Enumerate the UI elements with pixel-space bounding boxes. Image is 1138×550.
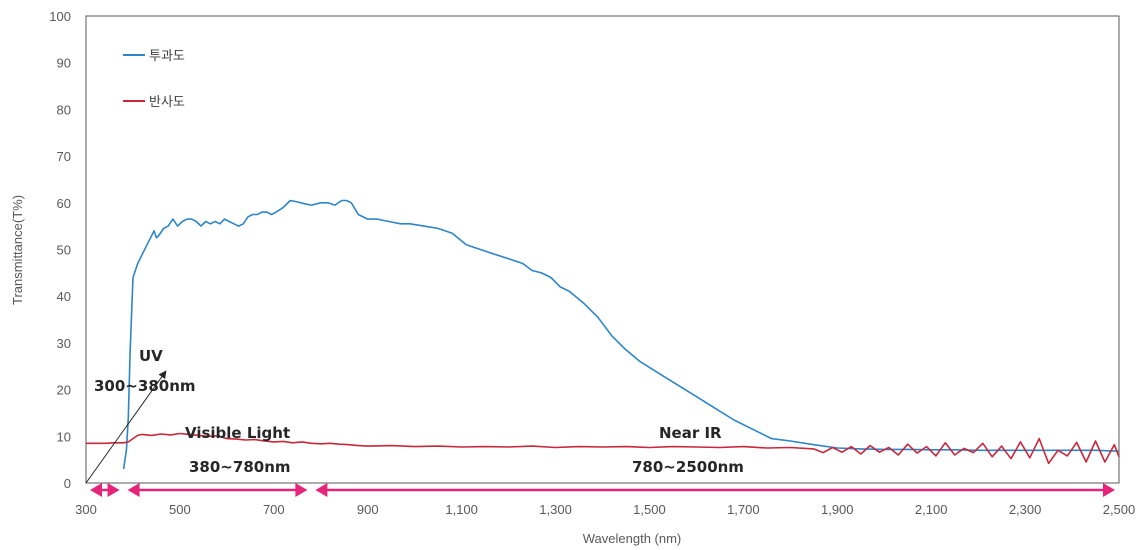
uv-annotation: UV 300~380nm [85,347,196,484]
x-tick-label: 1,100 [445,502,478,517]
y-tick-label: 70 [57,149,71,164]
legend-label-reflectance: 반사도 [149,95,185,110]
x-tick-label: 700 [263,502,285,517]
x-tick-label: 500 [169,502,191,517]
y-axis-title: Transmittance(T%) [10,195,25,305]
series-lines [86,199,1120,470]
visible-light-label: Visible Light [185,424,290,442]
x-tick-label: 1,700 [727,502,760,517]
y-tick-label: 100 [49,9,71,24]
y-tick-label: 20 [57,383,71,398]
legend: 투과도 반사도 [123,49,185,110]
x-axis-title: Wavelength (nm) [583,531,682,546]
y-tick-label: 90 [57,56,71,71]
y-tick-label: 50 [57,243,71,258]
x-tick-label: 1,300 [539,502,572,517]
y-tick-label: 60 [57,196,71,211]
series-line-reflectance [86,432,1120,465]
near-ir-annotation: Near IR 780~2500nm [632,424,744,476]
x-axis-ticks: 300 500 700 900 1,100 1,300 1,500 1,700 1,900 2,1… [75,502,1135,517]
x-tick-label: 2,500 [1103,502,1136,517]
uv-range-arrow [90,483,120,497]
x-tick-label: 1,900 [821,502,854,517]
near-ir-range-label: 780~2500nm [632,458,744,476]
legend-label-transmittance: 투과도 [149,49,185,64]
range-arrows [90,483,1115,497]
x-tick-label: 2,300 [1009,502,1042,517]
visible-light-range-arrow [127,483,308,497]
visible-light-range-label: 380~780nm [189,458,291,476]
near-ir-range-arrow [315,483,1115,497]
uv-label: UV [139,347,163,365]
y-tick-label: 10 [57,429,71,444]
y-tick-label: 40 [57,289,71,304]
plot-area [85,15,1120,484]
uv-pointer-arrow [85,370,167,484]
y-tick-label: 30 [57,336,71,351]
visible-light-annotation: Visible Light 380~780nm [185,424,291,476]
series-line-transmittance [122,199,1120,470]
x-tick-label: 900 [357,502,379,517]
uv-range-label: 300~380nm [94,377,196,395]
near-ir-label: Near IR [659,424,722,442]
x-tick-label: 300 [75,502,97,517]
y-tick-label: 80 [57,102,71,117]
x-tick-label: 2,100 [915,502,948,517]
y-axis-ticks: 0 10 20 30 40 50 60 70 80 90 100 [49,9,71,491]
x-tick-label: 1,500 [633,502,666,517]
y-tick-label: 0 [64,476,71,491]
